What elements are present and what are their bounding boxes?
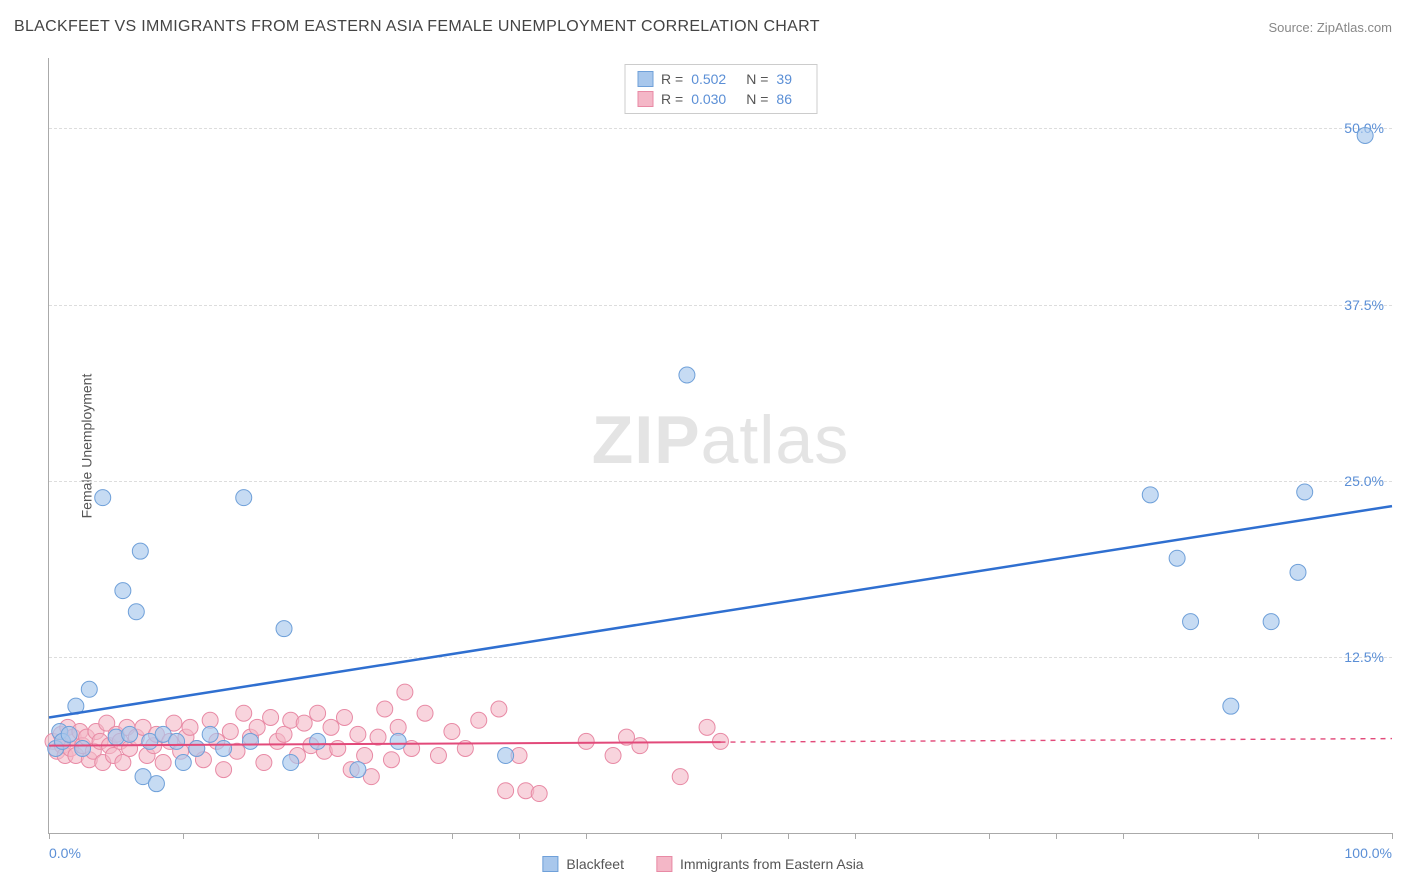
n-label-pink: N = — [746, 91, 768, 107]
legend-label-blue: Blackfeet — [566, 856, 624, 872]
header: BLACKFEET VS IMMIGRANTS FROM EASTERN ASI… — [14, 18, 1392, 36]
series-legend: Blackfeet Immigrants from Eastern Asia — [542, 856, 863, 872]
n-label-blue: N = — [746, 71, 768, 87]
n-value-blue: 39 — [776, 71, 792, 87]
stats-row-blue: R = 0.502 N = 39 — [637, 69, 804, 89]
stats-legend-box: R = 0.502 N = 39 R = 0.030 N = 86 — [624, 64, 817, 114]
legend-label-pink: Immigrants from Eastern Asia — [680, 856, 864, 872]
blue-swatch-icon — [542, 856, 558, 872]
chart-plot-area: ZIPatlas 12.5%25.0%37.5%50.0% 0.0%100.0%… — [48, 58, 1392, 834]
pink-swatch-icon — [656, 856, 672, 872]
legend-item-pink: Immigrants from Eastern Asia — [656, 856, 864, 872]
x-tick-label: 0.0% — [49, 845, 81, 861]
r-value-blue: 0.502 — [691, 71, 726, 87]
legend-item-blue: Blackfeet — [542, 856, 624, 872]
scatter-plot-svg — [49, 58, 1392, 833]
pink-swatch-icon — [637, 91, 653, 107]
chart-title: BLACKFEET VS IMMIGRANTS FROM EASTERN ASI… — [14, 18, 820, 36]
r-label-pink: R = — [661, 91, 683, 107]
blue-swatch-icon — [637, 71, 653, 87]
x-tick-label: 100.0% — [1345, 845, 1392, 861]
stats-row-pink: R = 0.030 N = 86 — [637, 89, 804, 109]
r-label-blue: R = — [661, 71, 683, 87]
source-attribution: Source: ZipAtlas.com — [1268, 20, 1392, 35]
n-value-pink: 86 — [776, 91, 792, 107]
r-value-pink: 0.030 — [691, 91, 726, 107]
